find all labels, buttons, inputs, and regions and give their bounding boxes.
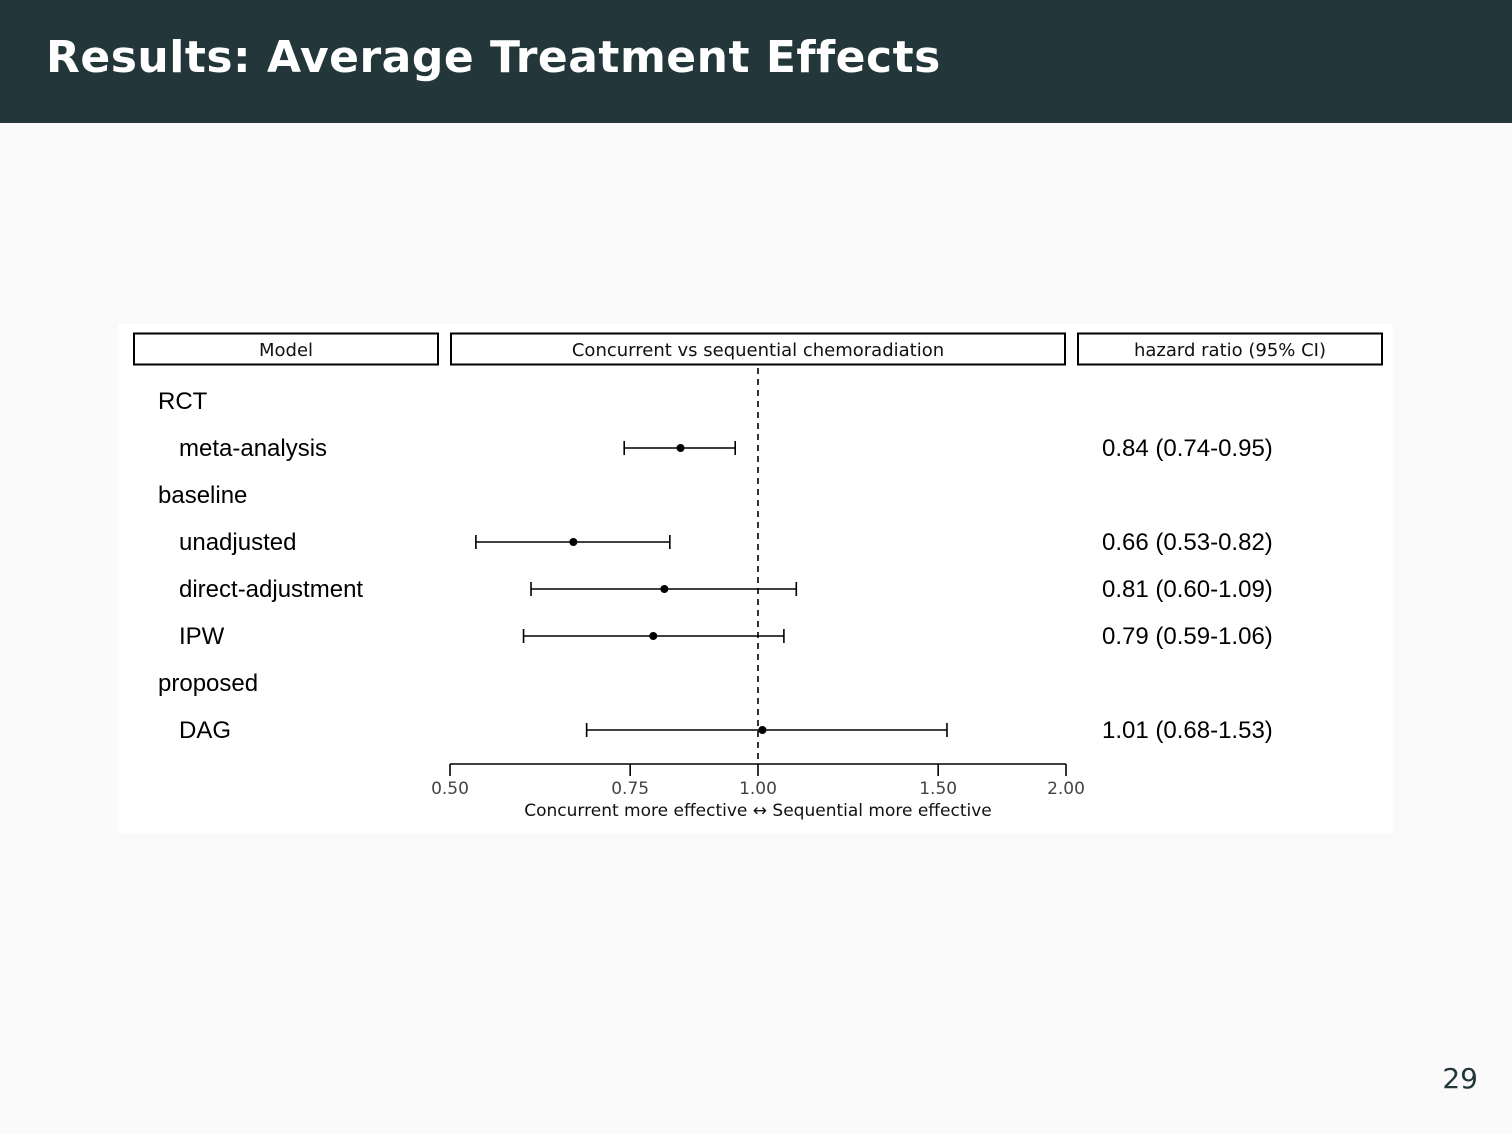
- model-label: direct-adjustment: [179, 576, 363, 603]
- group-label: baseline: [158, 482, 247, 509]
- estimate-text: 0.84 (0.74-0.95): [1102, 435, 1273, 462]
- model-header: Model: [259, 340, 313, 361]
- page-number: 29: [1442, 1062, 1478, 1095]
- estimate-text: 0.66 (0.53-0.82): [1102, 529, 1273, 556]
- estimate-text: 1.01 (0.68-1.53): [1102, 717, 1273, 744]
- point-estimate: [676, 444, 685, 452]
- group-label: proposed: [158, 670, 258, 697]
- x-tick-label: 2.00: [1047, 779, 1085, 799]
- x-tick-label: 0.50: [431, 779, 469, 799]
- model-label: IPW: [179, 623, 225, 650]
- x-tick-label: 0.75: [611, 779, 649, 799]
- group-label: RCT: [158, 388, 208, 415]
- model-label: meta-analysis: [179, 435, 327, 462]
- title-bar: Results: Average Treatment Effects: [0, 0, 1512, 123]
- estimate-text: 0.79 (0.59-1.06): [1102, 623, 1273, 650]
- forest-plot-figure: Model Concurrent vs sequential chemoradi…: [118, 324, 1393, 833]
- point-estimate: [660, 585, 669, 593]
- estimate-text: 0.81 (0.60-1.09): [1102, 576, 1273, 603]
- point-estimate: [758, 726, 767, 734]
- plot-header-box: [450, 332, 1066, 366]
- estimate-header-box: [1077, 332, 1383, 366]
- model-header-box: [133, 332, 439, 366]
- estimate-header: hazard ratio (95% CI): [1134, 340, 1326, 361]
- plot-header: Concurrent vs sequential chemoradiation: [572, 340, 944, 361]
- point-estimate: [649, 632, 658, 640]
- x-axis-label: Concurrent more effective ↔ Sequential m…: [524, 801, 991, 821]
- slide-title: Results: Average Treatment Effects: [46, 32, 941, 83]
- x-tick-label: 1.00: [739, 779, 777, 799]
- point-estimate: [569, 538, 578, 546]
- model-label: unadjusted: [179, 529, 296, 556]
- forest-plot: Model Concurrent vs sequential chemoradi…: [133, 332, 1383, 821]
- model-label: DAG: [179, 717, 231, 744]
- x-tick-label: 1.50: [919, 779, 957, 799]
